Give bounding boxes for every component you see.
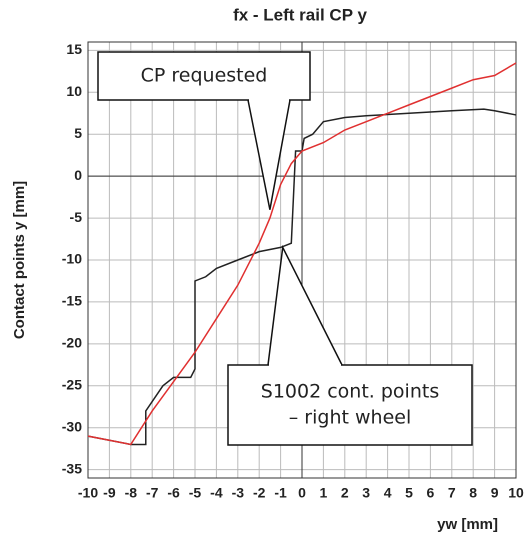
y-axis-label: Contact points y [mm]: [11, 181, 28, 339]
y-tick-label: -25: [62, 376, 82, 392]
callout-pointer: [267, 244, 343, 366]
x-tick-label: -4: [210, 485, 223, 501]
x-tick-label: 6: [427, 485, 435, 501]
x-tick-label: 4: [384, 485, 392, 501]
x-tick-label: -7: [146, 485, 159, 501]
x-tick-label: -3: [232, 485, 245, 501]
data-line: [87, 62, 517, 446]
x-tick-label: -5: [189, 485, 202, 501]
callout-pointer: [247, 99, 291, 210]
data-line: [87, 108, 517, 446]
y-tick-label: -20: [62, 335, 82, 351]
x-tick-label: -2: [253, 485, 266, 501]
x-tick-label: -6: [167, 485, 180, 501]
y-tick-label: -30: [62, 418, 82, 434]
callout-box: [97, 51, 311, 101]
x-tick-label: 0: [298, 485, 306, 501]
y-tick-label: 5: [74, 125, 82, 141]
x-tick-label: -8: [125, 485, 138, 501]
x-tick-label: 5: [405, 485, 413, 501]
x-axis-label: yw [mm]: [437, 516, 498, 533]
x-tick-label: 1: [320, 485, 328, 501]
x-tick-label: 9: [491, 485, 499, 501]
plot-frame: [87, 41, 517, 479]
x-tick-label: -10: [78, 485, 98, 501]
y-tick-label: -10: [62, 251, 82, 267]
x-tick-label: 8: [469, 485, 477, 501]
x-tick-label: 2: [341, 485, 349, 501]
y-tick-label: -15: [62, 293, 82, 309]
annotation: CP requested: [141, 65, 268, 87]
x-tick-label: -1: [274, 485, 287, 501]
y-tick-label: -5: [70, 209, 83, 225]
y-tick-label: -35: [62, 460, 82, 476]
annotation: – right wheel: [289, 407, 411, 429]
x-tick-label: -9: [103, 485, 116, 501]
y-tick-label: 0: [74, 167, 82, 183]
x-tick-label: 7: [448, 485, 456, 501]
y-tick-label: 15: [66, 41, 82, 57]
x-tick-label: 3: [362, 485, 370, 501]
annotation: S1002 cont. points: [261, 381, 439, 403]
chart-title: fx - Left rail CP y: [233, 5, 367, 24]
callout-box: [227, 364, 473, 446]
y-tick-label: 10: [66, 83, 82, 99]
x-tick-label: 10: [508, 485, 524, 501]
